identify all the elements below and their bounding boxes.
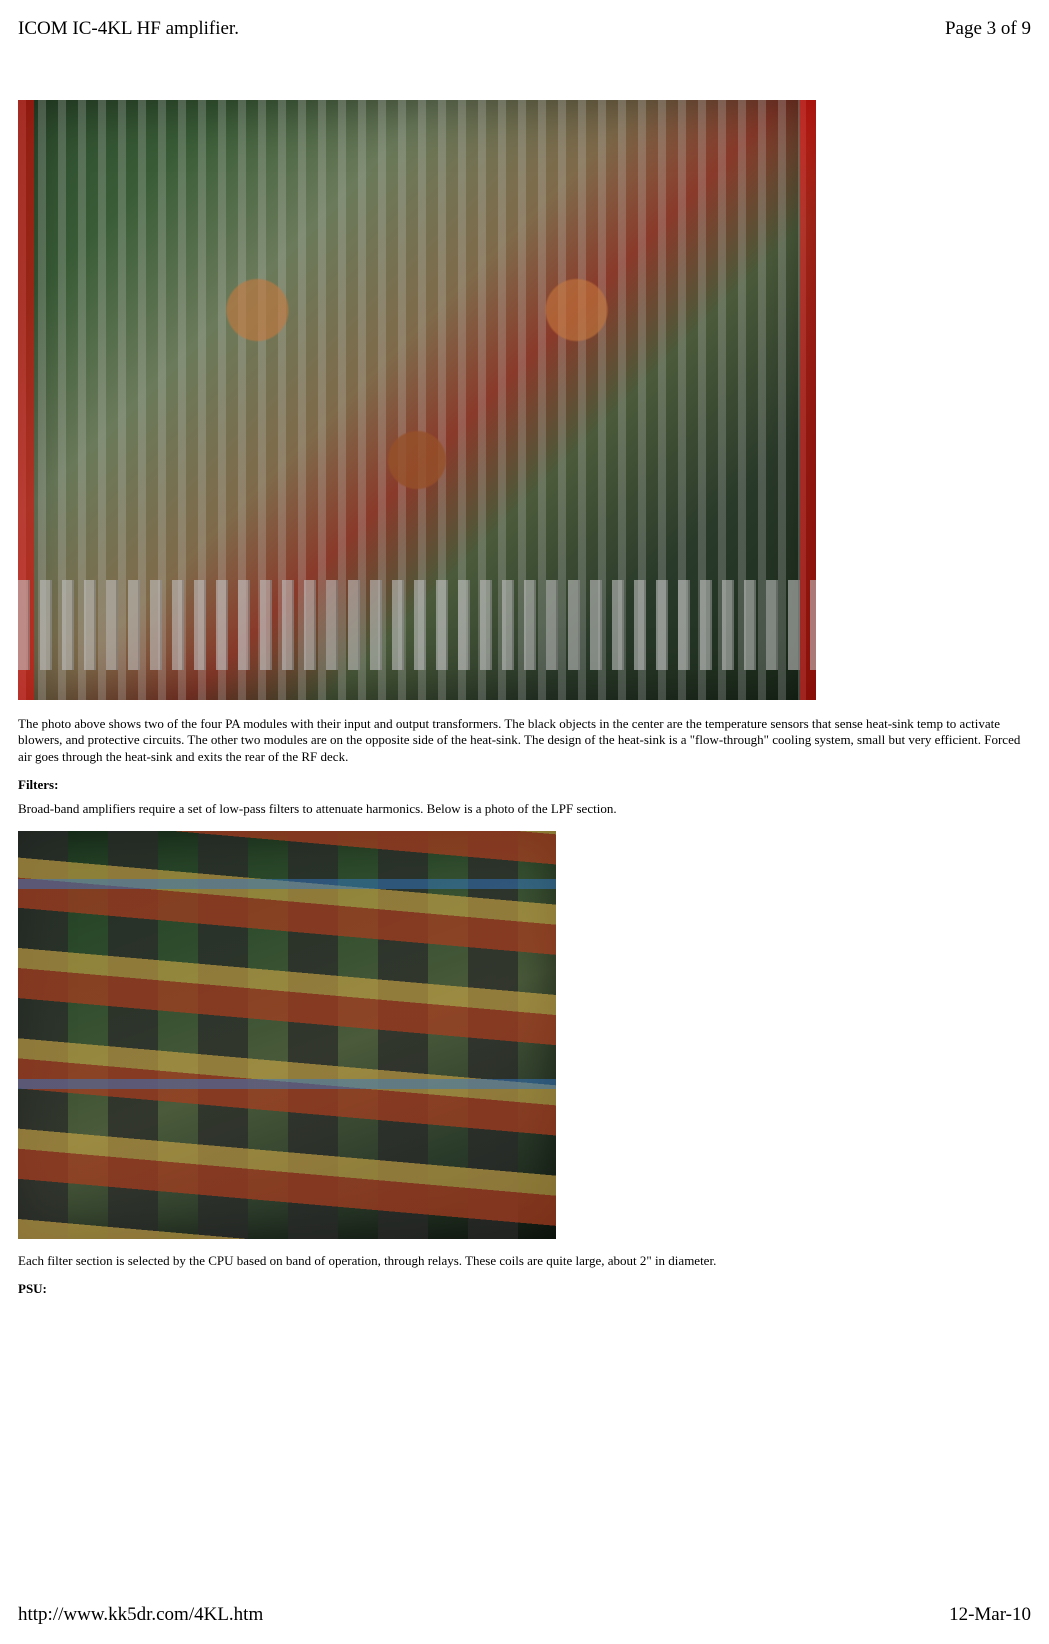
psu-heading: PSU: xyxy=(18,1281,1031,1297)
header-page-indicator: Page 3 of 9 xyxy=(945,18,1031,40)
page-footer: http://www.kk5dr.com/4KL.htm 12-Mar-10 xyxy=(18,1604,1031,1626)
page-header: ICOM IC-4KL HF amplifier. Page 3 of 9 xyxy=(18,18,1031,40)
filters-intro: Broad-band amplifiers require a set of l… xyxy=(18,801,1031,817)
lpf-caption: Each filter section is selected by the C… xyxy=(18,1253,1031,1269)
pa-modules-caption: The photo above shows two of the four PA… xyxy=(18,716,1031,765)
footer-url: http://www.kk5dr.com/4KL.htm xyxy=(18,1604,263,1626)
document-page: ICOM IC-4KL HF amplifier. Page 3 of 9 Th… xyxy=(0,0,1049,1644)
header-title: ICOM IC-4KL HF amplifier. xyxy=(18,18,239,40)
footer-date: 12-Mar-10 xyxy=(949,1604,1031,1626)
lpf-figure xyxy=(18,831,1031,1239)
lpf-photo xyxy=(18,831,556,1239)
pa-modules-figure xyxy=(18,100,1031,700)
pa-modules-photo xyxy=(18,100,816,700)
filters-heading: Filters: xyxy=(18,777,1031,793)
